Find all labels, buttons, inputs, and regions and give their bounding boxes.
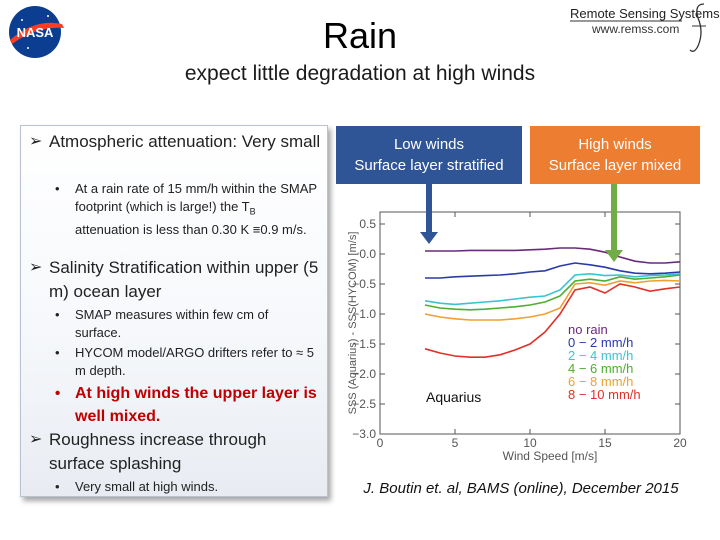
y-tick-label: −0.5 — [352, 277, 376, 291]
dot-bullet-icon: • — [55, 345, 60, 360]
series-line-2 — [424, 272, 681, 306]
bullet-text: Salinity Stratification within upper (5 … — [49, 258, 319, 301]
sub-bullet-text: At a rain rate of 15 mm/h within the SMA… — [55, 180, 317, 239]
sub-bullet-text: SMAP measures within few cm of surface. — [75, 307, 269, 340]
bullet-text: Atmospheric attenuation: Very small — [49, 132, 321, 151]
series-line-3 — [424, 274, 681, 311]
x-tick-label: 15 — [598, 436, 612, 450]
x-tick-label: 0 — [377, 436, 384, 450]
arrow-bullet-icon: ➢ — [29, 259, 43, 276]
y-tick-label: −3.0 — [352, 427, 376, 441]
bullet-attenuation: ➢ Atmospheric attenuation: Very small — [29, 130, 321, 154]
arrow-head-high-winds — [605, 250, 623, 262]
dot-bullet-icon: • — [55, 385, 61, 402]
legend-entry-3: 4 − 6 mm/h — [568, 361, 633, 376]
bullet-stratification: ➢ Salinity Stratification within upper (… — [29, 256, 321, 304]
dot-bullet-icon: • — [55, 181, 60, 196]
dot-bullet-icon: • — [55, 479, 60, 494]
sub-bullet-text: Very small at high winds. — [75, 479, 219, 494]
arrow-bullet-icon: ➢ — [29, 431, 43, 448]
nasa-logo: NASA — [9, 6, 64, 58]
legend-entry-2: 2 − 4 mm/h — [568, 348, 633, 363]
series-line-0 — [425, 247, 681, 264]
sub-bullet-smap: • SMAP measures within few cm of surface… — [55, 306, 317, 342]
high-winds-text: High winds Surface layer mixed — [549, 134, 682, 176]
page-subtitle: expect little degradation at high winds — [184, 62, 536, 85]
y-tick-label: 0.5 — [359, 217, 376, 231]
low-winds-label: Low winds Surface layer stratified — [336, 126, 522, 184]
series-line-4 — [424, 279, 681, 321]
x-tick-label: 20 — [673, 436, 687, 450]
annotation-bg — [418, 384, 494, 408]
bullet-roughness: ➢ Roughness increase through surface spl… — [29, 428, 321, 476]
sub-text-subscript: B — [249, 206, 256, 217]
sub-bullet-hycom: • HYCOM model/ARGO drifters refer to ≈ 5… — [55, 344, 317, 380]
annotation-label: Aquarius — [426, 389, 481, 405]
y-tick-label: −2.5 — [352, 397, 376, 411]
rss-title: Remote Sensing Systems — [570, 6, 720, 21]
low-winds-text: Low winds Surface layer stratified — [354, 134, 503, 176]
sub-bullet-text: HYCOM model/ARGO drifters refer to ≈ 5 m… — [75, 345, 315, 378]
rss-logo: Remote Sensing Systems www.remss.com — [566, 2, 720, 54]
high-winds-line2: Surface layer mixed — [548, 157, 682, 174]
arrow-head-low-winds — [420, 232, 438, 244]
legend-entry-0: no rain — [568, 322, 608, 337]
low-winds-line2: Surface layer stratified — [354, 157, 504, 174]
y-axis-label: SSS (Aquarius) - SSS(HYCOM) [m/s] — [347, 232, 359, 415]
x-axis-label: Wind Speed [m/s] — [503, 449, 598, 463]
rss-swirl-icon — [570, 3, 706, 52]
high-winds-line1: High winds — [578, 136, 652, 153]
nasa-logo-text: NASA — [17, 25, 54, 40]
sub-bullet-rain-rate: • At a rain rate of 15 mm/h within the S… — [55, 180, 317, 239]
sub-bullet-small: • Very small at high winds. — [55, 478, 317, 496]
sub-bullet-highlight: • At high winds the upper layer is well … — [55, 382, 317, 428]
y-tick-label: −1.5 — [352, 337, 376, 351]
x-tick-label: 5 — [452, 436, 459, 450]
y-tick-label: 0.0 — [359, 247, 376, 261]
bullet-panel: ➢ Atmospheric attenuation: Very small • … — [20, 125, 328, 497]
bullet-text: Roughness increase through surface splas… — [49, 430, 267, 473]
legend-entry-4: 6 − 8 mm/h — [568, 374, 633, 389]
y-tick-label: −2.0 — [352, 367, 376, 381]
low-winds-line1: Low winds — [393, 136, 465, 153]
dot-bullet-icon: • — [55, 307, 60, 322]
sub-text-post: attenuation is less than 0.30 K ≡0.9 m/s… — [75, 221, 307, 237]
sub-text-pre: At a rain rate of 15 mm/h within the SMA… — [75, 181, 317, 214]
x-tick-label: 10 — [523, 436, 537, 450]
rain-sss-chart: 0.5 0.0 −0.5 −1.0 −1.5 −2.0 −2.5 −3.00 5 10 15 20 Wi… — [347, 184, 687, 463]
high-winds-label: High winds Surface layer mixed — [530, 126, 700, 184]
series-line-1 — [425, 262, 681, 279]
legend-entry-1: 0 − 2 mm/h — [568, 335, 633, 350]
page-title: Rain — [322, 15, 398, 56]
series-line-5 — [424, 283, 681, 358]
y-tick-label: −1.0 — [352, 307, 376, 321]
legend-entry-5: 8 − 10 mm/h — [568, 387, 641, 402]
citation: J. Boutin et. al, BAMS (online), Decembe… — [363, 480, 679, 497]
rss-url: www.remss.com — [592, 22, 680, 36]
highlight-text: At high winds the upper layer is well mi… — [75, 385, 317, 425]
arrow-bullet-icon: ➢ — [29, 133, 43, 150]
